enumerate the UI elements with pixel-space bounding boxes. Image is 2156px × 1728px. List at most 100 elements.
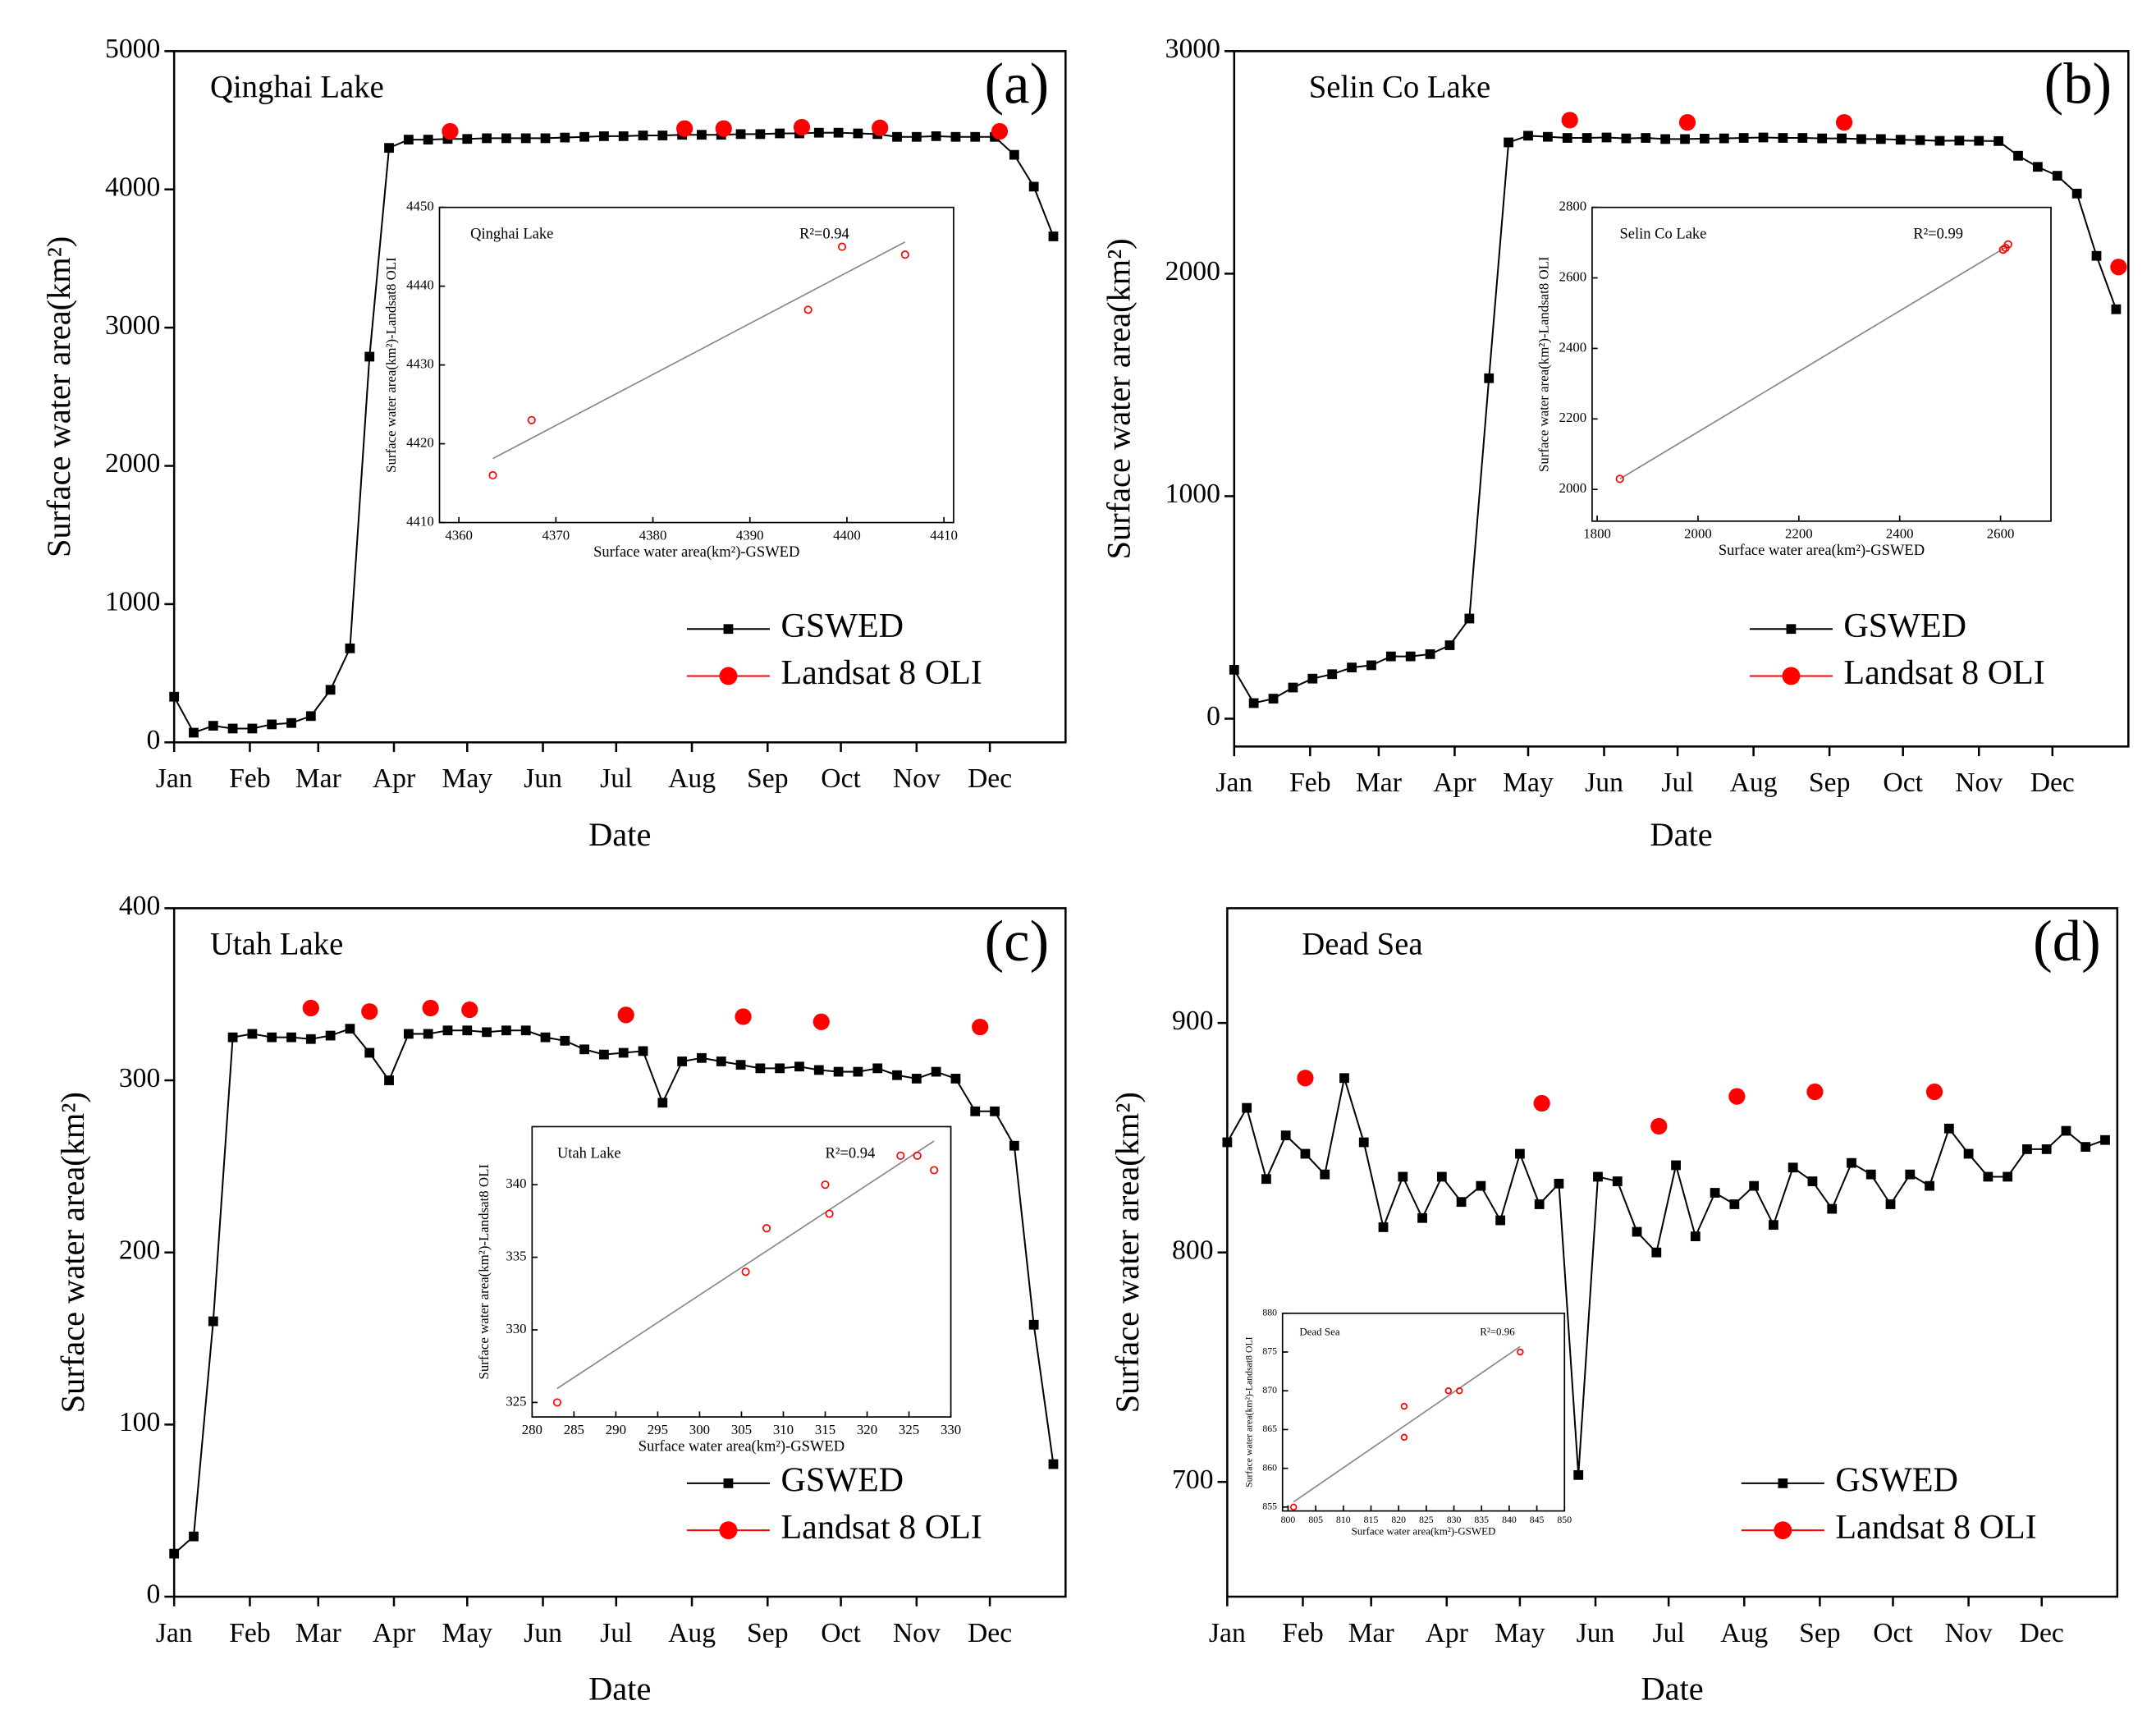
x-tick-label: Sep xyxy=(747,1618,788,1648)
x-tick-label: Aug xyxy=(668,763,716,794)
data-point xyxy=(755,129,766,140)
data-point xyxy=(247,1029,258,1039)
data-point xyxy=(1242,1102,1252,1113)
data-point xyxy=(442,122,459,140)
data-point xyxy=(1925,1083,1943,1101)
data-point xyxy=(540,133,551,144)
data-point xyxy=(1612,1176,1623,1186)
data-point xyxy=(1601,132,1612,143)
data-point xyxy=(1229,664,1239,675)
y-tick-label: 1000 xyxy=(1165,479,1220,509)
data-point xyxy=(1297,1070,1314,1087)
y-axis-label: Surface water area(km²) xyxy=(1101,238,1138,559)
inset-annotation: R²=0.94 xyxy=(826,1144,876,1162)
inset-point xyxy=(488,470,497,480)
y-tick-label: 300 xyxy=(119,1063,160,1093)
data-point xyxy=(833,1066,844,1077)
data-point xyxy=(793,118,811,136)
data-point xyxy=(833,127,844,138)
x-tick-label: Oct xyxy=(1883,768,1923,798)
data-point xyxy=(950,1074,961,1084)
data-point xyxy=(1738,133,1749,143)
inset-x-tick-label: 4400 xyxy=(833,527,861,543)
y-axis-label: Surface water area(km²) xyxy=(40,236,77,557)
inset-x-tick-label: 2400 xyxy=(1886,526,1914,542)
x-axis-label: Date xyxy=(588,816,651,853)
data-point xyxy=(618,1047,629,1058)
data-point xyxy=(1339,1073,1349,1084)
data-point xyxy=(1358,1137,1369,1148)
data-point xyxy=(579,131,590,142)
data-point xyxy=(520,1025,531,1036)
inset-point xyxy=(896,1151,905,1160)
inset-y-tick-label: 875 xyxy=(1262,1346,1277,1357)
data-point xyxy=(1650,1117,1668,1135)
x-tick-label: Jul xyxy=(1661,768,1693,798)
data-point xyxy=(501,133,511,144)
x-axis-label: Date xyxy=(1641,1670,1703,1707)
data-point xyxy=(970,131,981,142)
data-point xyxy=(813,1013,830,1030)
data-point xyxy=(1523,131,1533,141)
data-point xyxy=(169,1548,180,1559)
data-point xyxy=(1827,1203,1838,1214)
data-point xyxy=(1769,1220,1778,1231)
data-point xyxy=(853,1066,863,1077)
data-point xyxy=(423,135,433,144)
inset-x-tick-label: 805 xyxy=(1308,1515,1323,1525)
x-tick-label: Jan xyxy=(156,1618,193,1648)
inset-x-tick-label: 830 xyxy=(1447,1515,1462,1525)
inset-y-tick-label: 860 xyxy=(1262,1462,1277,1473)
data-point xyxy=(325,1030,336,1041)
data-point xyxy=(931,131,941,141)
panel-label: (c) xyxy=(985,910,1050,974)
data-point xyxy=(991,122,1009,140)
data-point xyxy=(482,133,492,144)
data-point xyxy=(1641,133,1651,143)
data-point xyxy=(1728,1088,1746,1105)
data-point xyxy=(638,131,648,140)
x-tick-label: Aug xyxy=(1720,1618,1768,1648)
data-point xyxy=(169,691,180,702)
inset-frame xyxy=(438,206,954,524)
data-point xyxy=(911,131,922,142)
data-point xyxy=(579,1044,590,1055)
inset-x-tick-label: 290 xyxy=(606,1422,626,1437)
inset-x-tick-label: 800 xyxy=(1281,1515,1296,1525)
x-tick-label: Jan xyxy=(156,763,193,794)
y-tick-label: 2000 xyxy=(1165,256,1220,286)
inset-y-tick-label: 4420 xyxy=(406,434,434,450)
legend-marker xyxy=(723,624,734,635)
x-axis-label: Date xyxy=(588,1670,651,1707)
x-tick-label: Apr xyxy=(1426,1618,1468,1648)
legend-label: Landsat 8 OLI xyxy=(1843,653,2044,692)
x-tick-label: Aug xyxy=(668,1618,716,1648)
data-point xyxy=(794,1061,804,1072)
y-tick-label: 3000 xyxy=(1165,34,1220,64)
y-tick-label: 5000 xyxy=(105,34,160,64)
y-tick-label: 700 xyxy=(1172,1464,1213,1495)
inset-x-label: Surface water area(km²)-GSWED xyxy=(1719,542,1925,559)
data-point xyxy=(1651,1247,1662,1258)
data-point xyxy=(1778,133,1788,143)
inset-x-tick-label: 305 xyxy=(731,1422,752,1437)
data-point xyxy=(1009,1140,1019,1151)
inset-x-tick-label: 820 xyxy=(1391,1515,1406,1525)
data-point xyxy=(482,1027,492,1038)
data-point xyxy=(1700,133,1710,144)
data-point xyxy=(990,1106,1000,1116)
legend-label: GSWED xyxy=(1835,1461,1958,1500)
legend-label: GSWED xyxy=(780,1461,904,1500)
data-point xyxy=(1875,134,1886,144)
data-point xyxy=(657,131,668,140)
data-point xyxy=(1048,1459,1059,1469)
inset-x-tick-label: 320 xyxy=(857,1422,877,1437)
data-point xyxy=(1327,669,1338,680)
inset-point xyxy=(1456,1387,1463,1395)
data-point xyxy=(1248,698,1259,708)
y-tick-label: 0 xyxy=(147,1579,161,1610)
data-point xyxy=(1885,1199,1896,1209)
data-point xyxy=(1788,1162,1798,1173)
data-point xyxy=(1504,137,1514,148)
